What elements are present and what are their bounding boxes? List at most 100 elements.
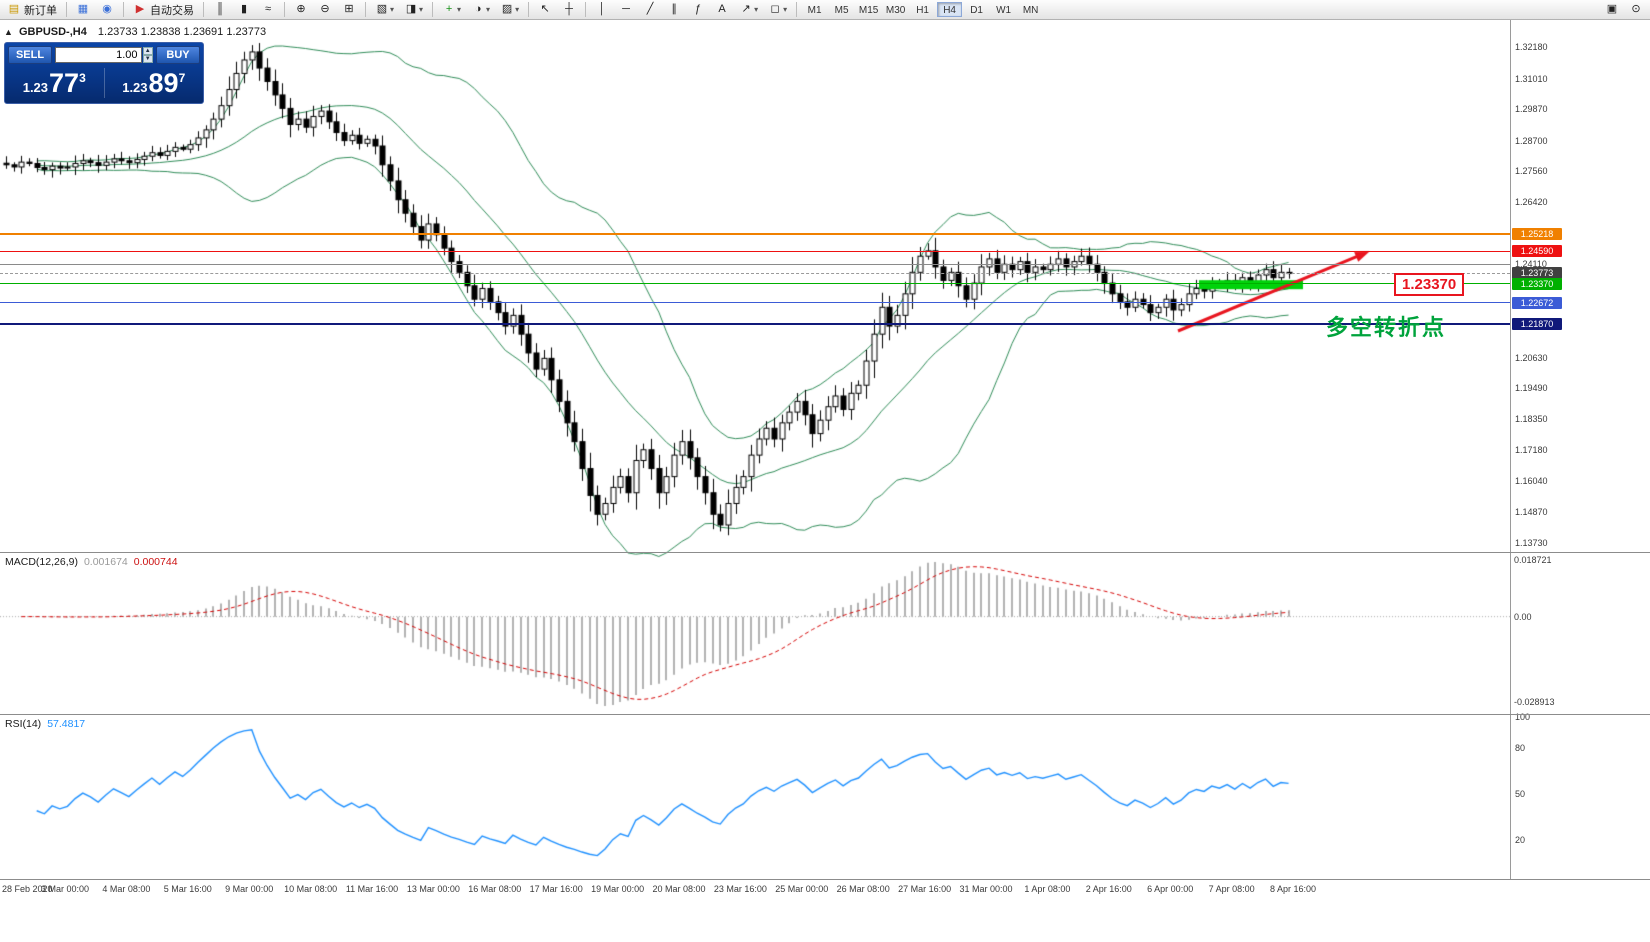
refresh-icon-button[interactable]: ◉ — [96, 1, 118, 18]
chevron-down-icon: ▾ — [754, 5, 759, 14]
autotrading-button-label: 自动交易 — [150, 4, 194, 17]
line-chart-icon: ≈ — [264, 3, 272, 15]
fibonacci-button[interactable]: ƒ — [687, 1, 709, 18]
zoom-in-button[interactable]: ⊕ — [290, 1, 312, 18]
main-chart-canvas[interactable] — [0, 0, 1510, 880]
horizontal-line-1.22672[interactable] — [0, 302, 1510, 304]
trendline-icon: ╱ — [646, 3, 654, 15]
horizontal-line-1.2459[interactable] — [0, 250, 1510, 252]
price-annotation-label[interactable]: 1.23370 — [1394, 273, 1465, 296]
chevron-down-icon: ▾ — [486, 5, 491, 14]
price-tag: 1.23773 — [1512, 267, 1562, 280]
turning-point-annotation[interactable]: 多空转折点 — [1326, 315, 1447, 340]
horizontal-line-1.25218[interactable] — [0, 233, 1510, 236]
indicators-icon: + — [445, 3, 453, 15]
volume-step-up-button[interactable]: ▲ — [142, 47, 153, 55]
timeframe-button-m5[interactable]: M5 — [829, 2, 854, 17]
price-axis-label: 1.27560 — [1515, 166, 1548, 177]
toolbar-separator — [432, 2, 434, 17]
rsi-axis-label: 100 — [1515, 712, 1531, 722]
chart-window-icon-button[interactable]: ▦ — [72, 1, 94, 18]
timeframe-button-d1[interactable]: D1 — [964, 2, 989, 17]
toolbar-right-icons: ▣ ⊙ — [1600, 1, 1648, 18]
price-tag: 1.24590 — [1512, 245, 1562, 258]
rsi-axis-label: 20 — [1515, 835, 1526, 846]
profiles-button[interactable]: ◨ ▾ — [400, 1, 427, 18]
zoom-out-button[interactable]: ⊖ — [314, 1, 336, 18]
rsi-panel-divider[interactable] — [0, 714, 1650, 715]
periods-button[interactable]: ◑ ▾ — [467, 1, 494, 18]
macd-indicator-label: MACD(12,26,9) 0.001674 0.000744 — [5, 556, 178, 568]
date-axis-label: 26 Mar 08:00 — [836, 884, 890, 894]
toolbar-separator — [528, 2, 530, 17]
macd-axis-zero-label: 0.00 — [1514, 611, 1532, 622]
timeframe-button-w1[interactable]: W1 — [991, 2, 1016, 17]
toolbar: ▤ 新订单 ▦ ◉ ▶ 自动交易 ║ ▮ ≈ ⊕ ⊖ ⊞ ▧ ▾ ◨ ▾ + ▾ ◑ ▾ ▨ ▾ ↖ ┼ │ ─ ╱ ∥ ƒ A ↗ ▾ ◻ ▾ … — [0, 0, 1650, 20]
arrow-tools-icon: ↗ — [741, 3, 751, 15]
templates-button[interactable]: ▨ ▾ — [496, 1, 523, 18]
autotrading-button[interactable]: ▶ 自动交易 — [129, 1, 198, 18]
arrow-tools-button[interactable]: ↗ ▾ — [735, 1, 762, 18]
date-axis-label: 1 Apr 08:00 — [1024, 884, 1071, 894]
chevron-down-icon: ▾ — [419, 5, 424, 14]
date-axis-label: 28 Feb 2020 — [2, 884, 53, 894]
horizontal-line-button[interactable]: ─ — [615, 1, 637, 18]
search-icon: ⊙ — [1631, 3, 1641, 15]
volume-input[interactable] — [55, 47, 142, 63]
horizontal-line-1.2337[interactable] — [0, 283, 1510, 285]
refresh-icon-icon: ◉ — [102, 3, 112, 15]
data-window-icon: ▣ — [1606, 3, 1618, 15]
new-order-button[interactable]: ▤ 新订单 — [3, 1, 61, 18]
cursor-button[interactable]: ↖ — [534, 1, 556, 18]
date-axis-label: 6 Apr 00:00 — [1147, 884, 1194, 894]
crosshair-icon: ┼ — [565, 3, 573, 15]
vertical-line-button[interactable]: │ — [591, 1, 613, 18]
timeframe-button-h4[interactable]: H4 — [937, 2, 963, 17]
price-axis-label: 1.18350 — [1515, 413, 1548, 424]
zoom-out-icon: ⊖ — [320, 3, 330, 15]
chart-window-icon-icon: ▦ — [77, 3, 89, 15]
timeframe-button-m1[interactable]: M1 — [802, 2, 827, 17]
toolbar-separator — [284, 2, 285, 17]
timeframe-button-h1[interactable]: H1 — [910, 2, 935, 17]
horizontal-line-1.2411[interactable] — [0, 263, 1510, 265]
search-icon-button[interactable]: ⊙ — [1625, 1, 1647, 18]
crosshair-button[interactable]: ┼ — [558, 1, 580, 18]
chart-title: GBPUSD-,H4 — [18, 26, 87, 38]
price-axis-label: 1.32180 — [1515, 42, 1548, 53]
line-chart-button[interactable]: ≈ — [257, 1, 279, 18]
volume-step-down-button[interactable]: ▼ — [142, 55, 153, 63]
shapes-button[interactable]: ◻ ▾ — [764, 1, 791, 18]
timeframe-button-m30[interactable]: M30 — [883, 2, 908, 17]
zoom-in-icon: ⊕ — [296, 3, 306, 15]
data-window-icon-button[interactable]: ▣ — [1601, 1, 1623, 18]
trendline-button[interactable]: ╱ — [639, 1, 661, 18]
bid-price-line — [0, 273, 1510, 275]
price-axis-label: 1.20630 — [1515, 352, 1548, 363]
timeframe-button-mn[interactable]: MN — [1018, 2, 1043, 17]
indicators-button[interactable]: + ▾ — [438, 1, 465, 18]
tile-windows-button[interactable]: ⊞ — [338, 1, 360, 18]
channel-button[interactable]: ∥ — [663, 1, 685, 18]
chart-ohlc-values: 1.23733 1.23838 1.23691 1.23773 — [97, 26, 267, 38]
price-axis: 1.32180 1.31010 1.29870 1.28700 1.27560 1.264… — [1510, 20, 1650, 880]
toolbar-separator — [123, 2, 124, 17]
date-axis-divider — [0, 879, 1650, 880]
buy-button[interactable]: BUY — [156, 46, 200, 64]
date-axis-label: 13 Mar 00:00 — [406, 884, 460, 894]
bar-chart-button[interactable]: ║ — [209, 1, 231, 18]
macd-panel-divider[interactable] — [0, 552, 1650, 553]
one-click-collapse-icon[interactable]: ▲ — [4, 27, 13, 37]
vertical-line-icon: │ — [598, 3, 606, 15]
sell-button[interactable]: SELL — [8, 46, 52, 64]
text-button[interactable]: A — [711, 1, 733, 18]
date-axis-label: 3 Mar 00:00 — [40, 884, 90, 894]
timeframe-button-m15[interactable]: M15 — [856, 2, 881, 17]
new-chart-button[interactable]: ▧ ▾ — [371, 1, 398, 18]
horizontal-line-1.2187[interactable] — [0, 323, 1510, 326]
chevron-down-icon: ▾ — [390, 5, 395, 14]
timeframe-toolbar: M1 M5 M15 M30 H1 H4 D1 W1 MN — [801, 2, 1044, 17]
macd-axis-min-label: -0.028913 — [1514, 697, 1555, 707]
new-order-icon: ▤ — [8, 3, 20, 15]
candlestick-chart-button[interactable]: ▮ — [233, 1, 255, 18]
